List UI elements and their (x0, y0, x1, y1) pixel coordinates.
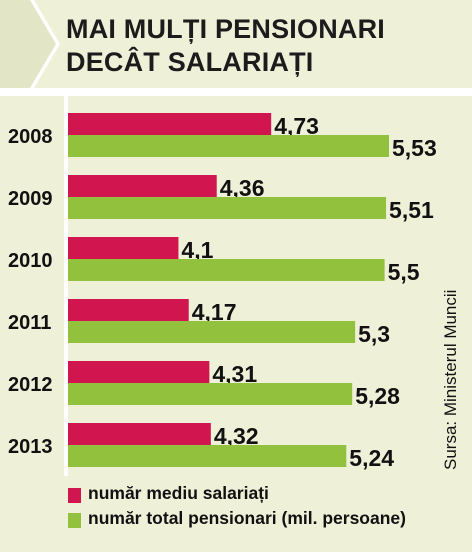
bar-pensionari (68, 197, 387, 219)
year-label: 2011 (8, 312, 51, 334)
value-label-pensionari: 5,53 (392, 135, 437, 161)
legend-label-salariati: număr mediu salariați (88, 483, 269, 503)
value-label-salariati: 4,32 (214, 423, 259, 449)
bar-salariati (68, 237, 179, 259)
bar-salariati (68, 423, 211, 445)
year-label: 2012 (8, 374, 53, 396)
year-label: 2009 (8, 188, 53, 210)
bar-salariati (68, 175, 217, 197)
chart-title-line-2: DECÂT SALARIAȚI (66, 47, 314, 77)
value-label-pensionari: 5,51 (389, 197, 434, 223)
chart-title-line-1: MAI MULȚI PENSIONARI (66, 14, 385, 44)
legend-swatch-pensionari (68, 513, 81, 528)
bar-baseline (64, 96, 68, 476)
value-label-salariati: 4,31 (212, 361, 257, 387)
bar-salariati (68, 299, 189, 321)
value-label-salariati: 4,1 (181, 237, 213, 263)
value-label-pensionari: 5,5 (388, 259, 420, 285)
title-arrow-shape (0, 0, 56, 88)
bar-salariati (68, 361, 210, 383)
bar-pensionari (68, 383, 353, 405)
bar-pensionari (68, 445, 347, 467)
bar-chart: 2008 4,73 5,53 2009 4,36 5,51 2010 4,1 5,5 2011 4,… (8, 96, 460, 476)
value-label-salariati: 4,36 (220, 175, 265, 201)
bar-pensionari (68, 259, 385, 281)
legend-label-pensionari: număr total pensionari (mil. persoane) (88, 508, 406, 528)
bar-salariati (68, 113, 272, 135)
chart-plot-area: 2008 4,73 5,53 2009 4,36 5,51 2010 4,1 5,5 2011 4,… (0, 96, 472, 552)
year-label: 2010 (8, 250, 53, 272)
legend-swatch-salariati (68, 488, 81, 503)
bar-pensionari (68, 135, 389, 157)
chart-header: MAI MULȚI PENSIONARI DECÂT SALARIAȚI (0, 0, 472, 88)
bar-pensionari (68, 321, 356, 343)
value-label-salariati: 4,17 (192, 299, 237, 325)
value-label-pensionari: 5,28 (355, 383, 400, 409)
year-label: 2013 (8, 436, 53, 458)
value-label-pensionari: 5,3 (358, 321, 390, 347)
value-label-salariati: 4,73 (274, 113, 319, 139)
source-label: Sursa: Ministerul Muncii (441, 290, 460, 470)
year-label: 2008 (8, 126, 53, 148)
value-label-pensionari: 5,24 (349, 445, 394, 471)
